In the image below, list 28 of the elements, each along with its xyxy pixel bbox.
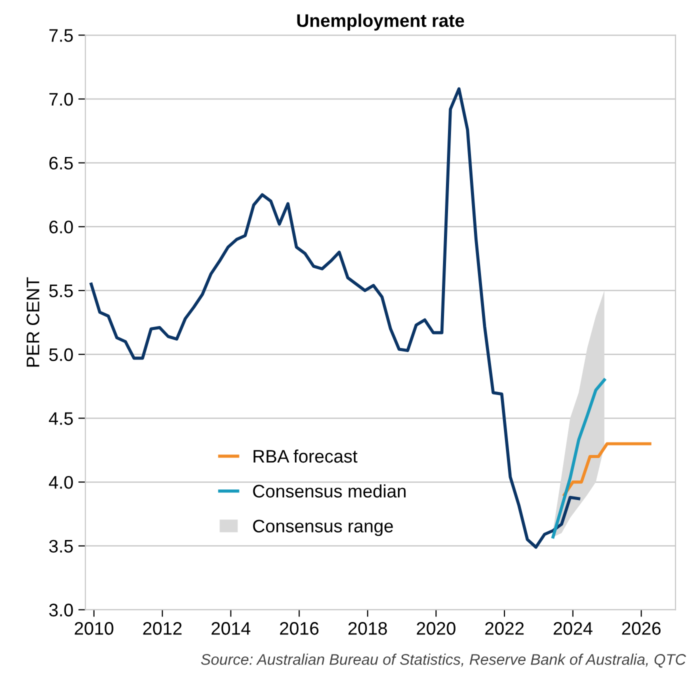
- y-tick-label: 7.5: [49, 29, 73, 42]
- legend-label: Consensus range: [253, 520, 393, 536]
- y-tick-label: 5.0: [49, 348, 73, 362]
- x-tick-label: 2018: [348, 622, 387, 635]
- legend-label: RBA forecast: [254, 449, 358, 463]
- line-series: [90, 87, 580, 549]
- y-tick-label: 6.0: [49, 220, 73, 234]
- x-tick-label: 2016: [280, 622, 318, 635]
- x-tick-label: 2022: [485, 622, 524, 635]
- x-tick-label: 2012: [143, 622, 182, 635]
- legend-label: Consensus median: [253, 484, 406, 498]
- line-series: [552, 378, 606, 538]
- y-tick-label: 4.5: [48, 412, 73, 425]
- line-series: [562, 442, 652, 496]
- y-axis-title: PER CENT: [26, 277, 40, 367]
- x-tick-label: 2024: [554, 622, 592, 635]
- source-note: Source: Australian Bureau of Statistics, Reserve Bank of Australia, QTC: [201, 654, 686, 668]
- x-tick-label: 2010: [74, 622, 114, 635]
- y-tick-label: 3.0: [49, 604, 73, 616]
- x-tick-label: 2020: [416, 622, 456, 635]
- y-tick-label: 6.5: [49, 156, 73, 170]
- y-tick-label: 3.5: [49, 540, 73, 553]
- y-tick-label: 4.0: [48, 476, 73, 489]
- x-tick-label: 2026: [622, 622, 661, 635]
- y-tick-label: 7.0: [49, 92, 73, 106]
- y-tick-label: 5.5: [49, 284, 73, 298]
- chart-title: Unemployment rate: [297, 14, 464, 31]
- x-tick-label: 2014: [212, 622, 250, 635]
